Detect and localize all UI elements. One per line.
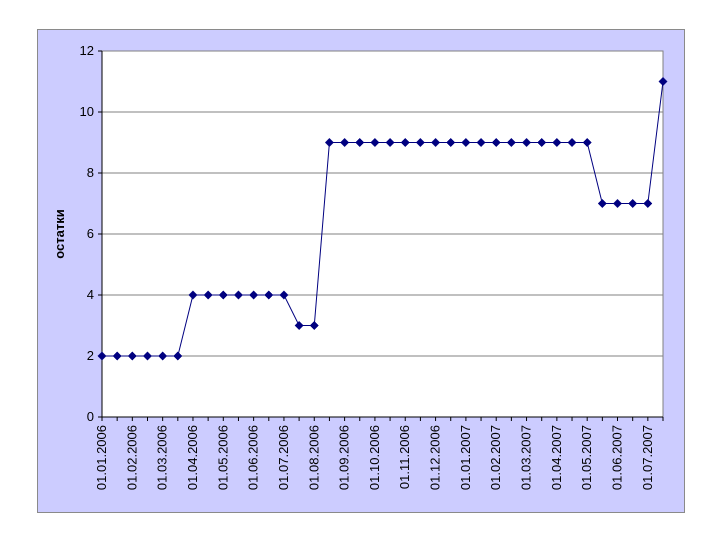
data-point-marker <box>597 198 607 209</box>
data-point-marker <box>582 137 592 148</box>
data-point-marker <box>506 137 516 148</box>
series-markers <box>97 76 668 361</box>
x-tick-label: 01.11.2006 <box>397 425 412 489</box>
x-tick-label: 01.10.2006 <box>367 425 382 490</box>
data-point-marker <box>628 198 638 209</box>
x-tick-label: 01.09.2006 <box>337 425 352 490</box>
data-point-marker <box>370 137 380 148</box>
data-point-marker <box>233 290 244 300</box>
data-point-marker <box>521 137 532 148</box>
x-axis-ticks: 01.01.2006 01.02.2006 01.03.2006 01.04.2006… <box>94 425 655 490</box>
data-point-marker <box>218 290 228 300</box>
data-point-marker <box>127 351 137 361</box>
data-point-marker <box>355 137 365 148</box>
data-point-marker <box>461 137 471 148</box>
data-point-marker <box>643 198 653 209</box>
y-tick-label: 6 <box>87 226 94 241</box>
x-tick-label: 01.08.2006 <box>306 425 321 490</box>
chart-frame: 0 2 4 6 8 10 12 01.01.2006 01.02.2006 01.03.2006… <box>37 29 685 513</box>
x-tick-label: 01.07.2006 <box>276 425 291 490</box>
x-tick-label: 01.03.2006 <box>155 425 170 490</box>
y-axis-ticks: 0 2 4 6 8 10 12 <box>80 43 94 424</box>
x-tick-label: 01.06.2007 <box>610 425 625 490</box>
data-point-marker <box>537 137 547 148</box>
x-tick-label: 01.02.2007 <box>488 425 503 490</box>
data-point-marker <box>446 137 456 148</box>
data-point-marker <box>309 320 319 331</box>
data-point-marker <box>340 137 350 148</box>
data-point-marker <box>264 290 274 300</box>
x-tick-label: 01.05.2007 <box>579 425 594 490</box>
line-chart: 0 2 4 6 8 10 12 01.01.2006 01.02.2006 01.03.2006… <box>52 43 668 490</box>
data-point-marker <box>249 290 259 300</box>
data-point-marker <box>385 137 395 148</box>
x-tick-label: 01.01.2007 <box>458 425 473 490</box>
x-tick-label: 01.01.2006 <box>94 425 109 490</box>
x-tick-label: 01.06.2006 <box>246 425 261 490</box>
data-point-marker <box>324 137 334 148</box>
data-point-marker <box>203 290 213 300</box>
data-point-marker <box>279 290 289 300</box>
y-tick-label: 8 <box>87 165 94 180</box>
data-point-marker <box>400 137 410 148</box>
y-axis-label: остатки <box>52 209 67 258</box>
data-point-marker <box>142 351 153 361</box>
data-point-marker <box>612 198 623 209</box>
x-tick-label: 01.07.2007 <box>640 425 655 490</box>
y-tick-label: 10 <box>80 104 94 119</box>
data-point-marker <box>158 351 168 361</box>
x-tick-label: 01.05.2006 <box>215 425 230 490</box>
x-tick-label: 01.04.2007 <box>549 425 564 490</box>
data-point-marker <box>491 137 501 148</box>
data-point-marker <box>431 137 441 148</box>
y-tick-label: 2 <box>87 348 94 363</box>
x-tick-label: 01.02.2006 <box>124 425 139 490</box>
x-tick-label: 01.12.2006 <box>428 425 443 490</box>
data-point-marker <box>97 351 107 361</box>
y-tick-label: 4 <box>87 287 94 302</box>
x-tick-label: 01.03.2007 <box>519 425 534 490</box>
data-point-marker <box>173 351 183 361</box>
data-point-marker <box>415 137 425 148</box>
y-tick-label: 12 <box>80 43 94 58</box>
y-tick-label: 0 <box>87 409 94 424</box>
data-point-marker <box>658 76 668 87</box>
data-point-marker <box>188 290 198 300</box>
data-point-marker <box>112 351 122 361</box>
data-point-marker <box>294 320 304 331</box>
data-point-marker <box>567 137 577 148</box>
x-tick-label: 01.04.2006 <box>185 425 200 490</box>
data-point-marker <box>476 137 486 148</box>
data-point-marker <box>552 137 562 148</box>
